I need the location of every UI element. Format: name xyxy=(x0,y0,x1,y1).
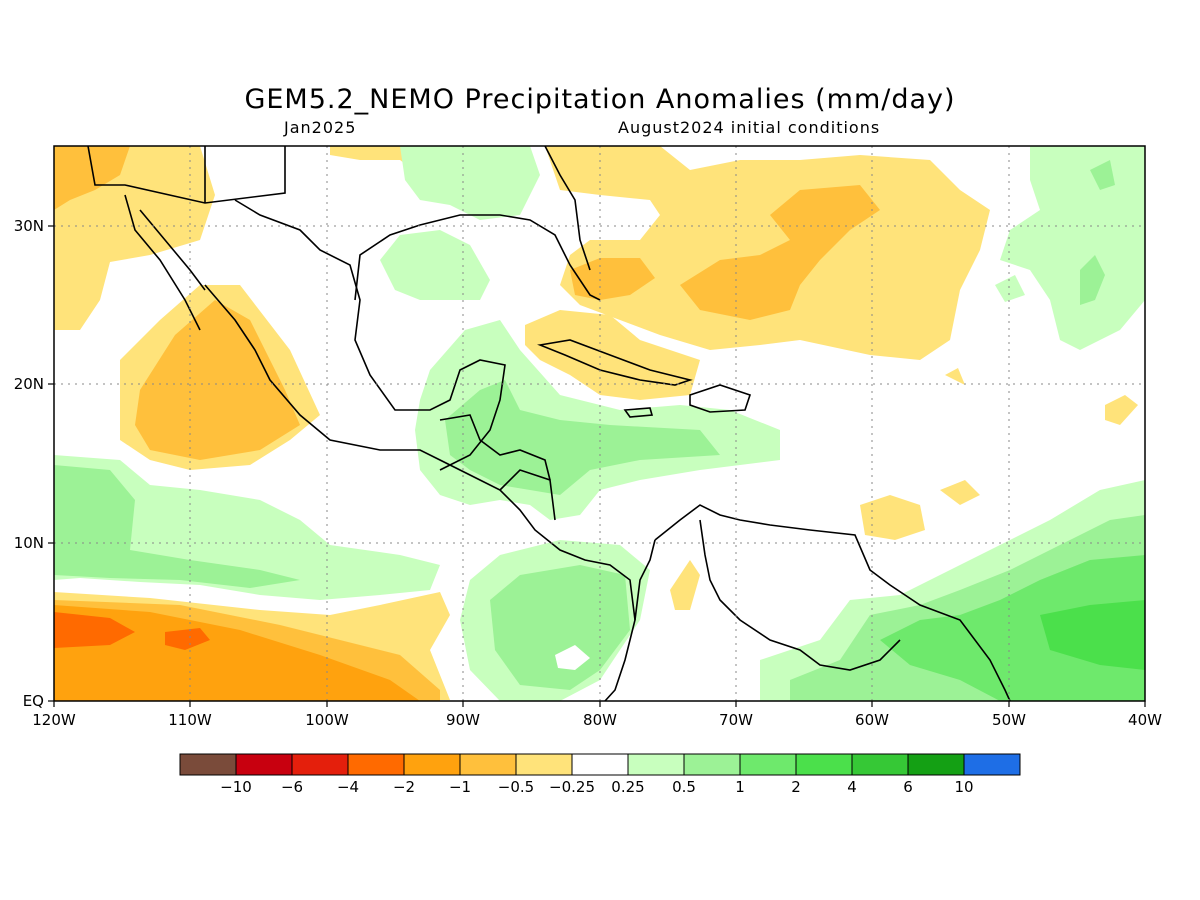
colorbar-swatch xyxy=(907,753,965,776)
wet-region-gulf xyxy=(380,230,490,300)
wet-core-central-america xyxy=(445,380,720,495)
x-tick-100w: 100W xyxy=(305,711,349,729)
dry-hole-pacific xyxy=(555,645,590,670)
y-tick-eq: EQ xyxy=(23,692,44,710)
forecast-month: Jan2025 xyxy=(284,118,357,137)
colorbar-label: −2 xyxy=(393,778,415,796)
dry-blob-caribbean xyxy=(940,480,980,505)
colorbar-swatch xyxy=(739,753,797,776)
colorbar-label: −0.25 xyxy=(549,778,595,796)
colorbar-label: −6 xyxy=(281,778,303,796)
dry-blob-west-atlantic xyxy=(945,368,965,385)
colorbar-swatch xyxy=(179,753,237,776)
x-tick-60w: 60W xyxy=(855,711,889,729)
y-tick-20n: 20N xyxy=(14,375,44,393)
colorbar-swatch xyxy=(515,753,573,776)
dry-region-baja xyxy=(54,146,130,210)
wet-blob-atlantic-2 xyxy=(1090,160,1115,190)
x-tick-50w: 50W xyxy=(992,711,1026,729)
y-axis-labels: 30N 20N 10N EQ xyxy=(14,217,44,710)
dry-band-equatorial-strong xyxy=(54,605,420,701)
dry-core-equatorial-2 xyxy=(165,628,210,650)
x-tick-120w: 120W xyxy=(32,711,76,729)
colorbar-label: 0.5 xyxy=(672,778,696,796)
colorbar-label: −0.5 xyxy=(498,778,534,796)
tick-marks xyxy=(48,225,1146,707)
dry-core-equatorial xyxy=(54,612,135,648)
colorbar-swatch xyxy=(795,753,853,776)
wet-region-us-south xyxy=(400,146,540,220)
dry-blob-atlantic-20n xyxy=(1105,395,1138,425)
colorbar-swatch xyxy=(291,753,349,776)
colorbar xyxy=(179,753,1021,776)
initial-conditions: August2024 initial conditions xyxy=(618,118,881,137)
colorbar-swatch xyxy=(627,753,685,776)
wet-core-north-atlantic xyxy=(1080,255,1105,305)
dry-core-atlantic xyxy=(680,185,880,320)
wet-core-west-pacific xyxy=(54,465,300,588)
colorbar-label: −4 xyxy=(337,778,359,796)
colorbar-swatch xyxy=(347,753,405,776)
colorbar-label: 4 xyxy=(847,778,857,796)
coastlines xyxy=(87,145,1011,702)
dry-region-nw-mexico xyxy=(54,146,215,330)
colorbar-label: 2 xyxy=(791,778,801,796)
x-tick-90w: 90W xyxy=(446,711,480,729)
y-tick-10n: 10N xyxy=(14,534,44,552)
colorbar-label: 1 xyxy=(735,778,745,796)
wet-region-north-atlantic xyxy=(1000,146,1145,350)
dry-core-east-pacific xyxy=(135,300,300,460)
colorbar-swatch xyxy=(235,753,293,776)
x-tick-110w: 110W xyxy=(168,711,212,729)
wet-core-east-pacific-south xyxy=(490,565,630,690)
x-tick-70w: 70W xyxy=(719,711,753,729)
anomaly-field xyxy=(54,146,1145,701)
colorbar-labels: −10 −6 −4 −2 −1 −0.5 −0.25 0.25 0.5 1 2 4 6 10 xyxy=(220,778,973,796)
colorbar-swatch xyxy=(963,753,1021,776)
colorbar-label: 0.25 xyxy=(611,778,644,796)
colorbar-label: 10 xyxy=(954,778,973,796)
dry-blob-colombia xyxy=(670,560,700,610)
y-tick-30n: 30N xyxy=(14,217,44,235)
colorbar-label: 6 xyxy=(903,778,913,796)
colorbar-label: −1 xyxy=(449,778,471,796)
colorbar-swatch xyxy=(571,753,629,776)
colorbar-label: −10 xyxy=(220,778,252,796)
wet-heavy-atlantic-south xyxy=(1040,600,1145,670)
wet-blob-north-atlantic-3 xyxy=(995,275,1025,302)
x-tick-40w: 40W xyxy=(1128,711,1162,729)
dry-core-florida xyxy=(570,258,655,300)
x-axis-labels: 120W 110W 100W 90W 80W 70W 60W 50W 40W xyxy=(32,711,1162,729)
x-tick-80w: 80W xyxy=(583,711,617,729)
dry-region-caribbean-east xyxy=(860,495,925,540)
wet-strong-atlantic-south xyxy=(880,555,1145,701)
gridlines xyxy=(54,146,1145,701)
dry-region-gulf-east xyxy=(525,310,700,400)
colorbar-swatch xyxy=(459,753,517,776)
colorbar-swatch xyxy=(683,753,741,776)
colorbar-swatch xyxy=(403,753,461,776)
colorbar-swatch xyxy=(851,753,909,776)
map-title: GEM5.2_NEMO Precipitation Anomalies (mm/… xyxy=(244,84,956,115)
